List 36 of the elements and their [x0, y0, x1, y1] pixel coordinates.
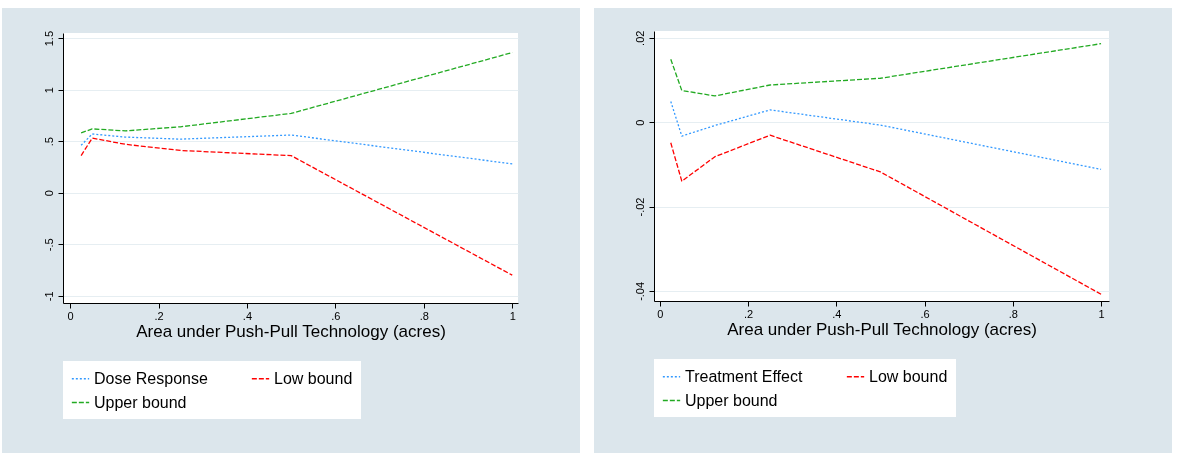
y-tick-label: 0	[633, 119, 646, 126]
x-tick-label: .8	[419, 309, 429, 322]
x-tick-label: .2	[743, 307, 754, 320]
y-tick-label: .02	[633, 30, 646, 46]
legend-label: Treatment Effect	[685, 367, 803, 385]
x-tick-label: 0	[67, 309, 74, 322]
x-tick-label: .6	[920, 307, 930, 320]
y-tick-label: -1	[42, 291, 55, 302]
legend-label: Low bound	[869, 367, 948, 385]
line-series	[80, 133, 513, 165]
y-tick-label: .5	[42, 137, 55, 147]
x-tick-label: .6	[331, 309, 341, 322]
x-tick-label: .2	[154, 309, 164, 322]
x-axis-title: Area under Push-Pull Technology (acres)	[727, 319, 1037, 339]
x-tick-label: .4	[832, 307, 842, 320]
y-tick-label: 0	[42, 190, 55, 197]
x-tick-label: 1	[1098, 307, 1105, 320]
line-series	[80, 137, 513, 276]
legend-label: Upper bound	[94, 393, 187, 411]
x-tick-label: 1	[509, 309, 516, 322]
y-tick-label: -.5	[42, 238, 55, 252]
y-tick-label: -.04	[633, 281, 646, 301]
y-tick-label: 1	[42, 87, 55, 94]
legend-label: Low bound	[274, 369, 353, 387]
x-tick-label: 0	[657, 307, 664, 320]
x-tick-label: .8	[1008, 307, 1018, 320]
x-tick-label: .4	[242, 309, 253, 322]
line-series	[80, 51, 513, 134]
line-series	[670, 43, 1102, 97]
x-axis-title: Area under Push-Pull Technology (acres)	[136, 321, 446, 341]
line-series	[670, 100, 1102, 171]
legend-label: Dose Response	[94, 369, 208, 387]
legend-label: Upper bound	[685, 391, 778, 409]
y-tick-label: 1.5	[42, 31, 55, 47]
line-series	[670, 134, 1102, 295]
y-tick-label: -.02	[633, 197, 646, 217]
